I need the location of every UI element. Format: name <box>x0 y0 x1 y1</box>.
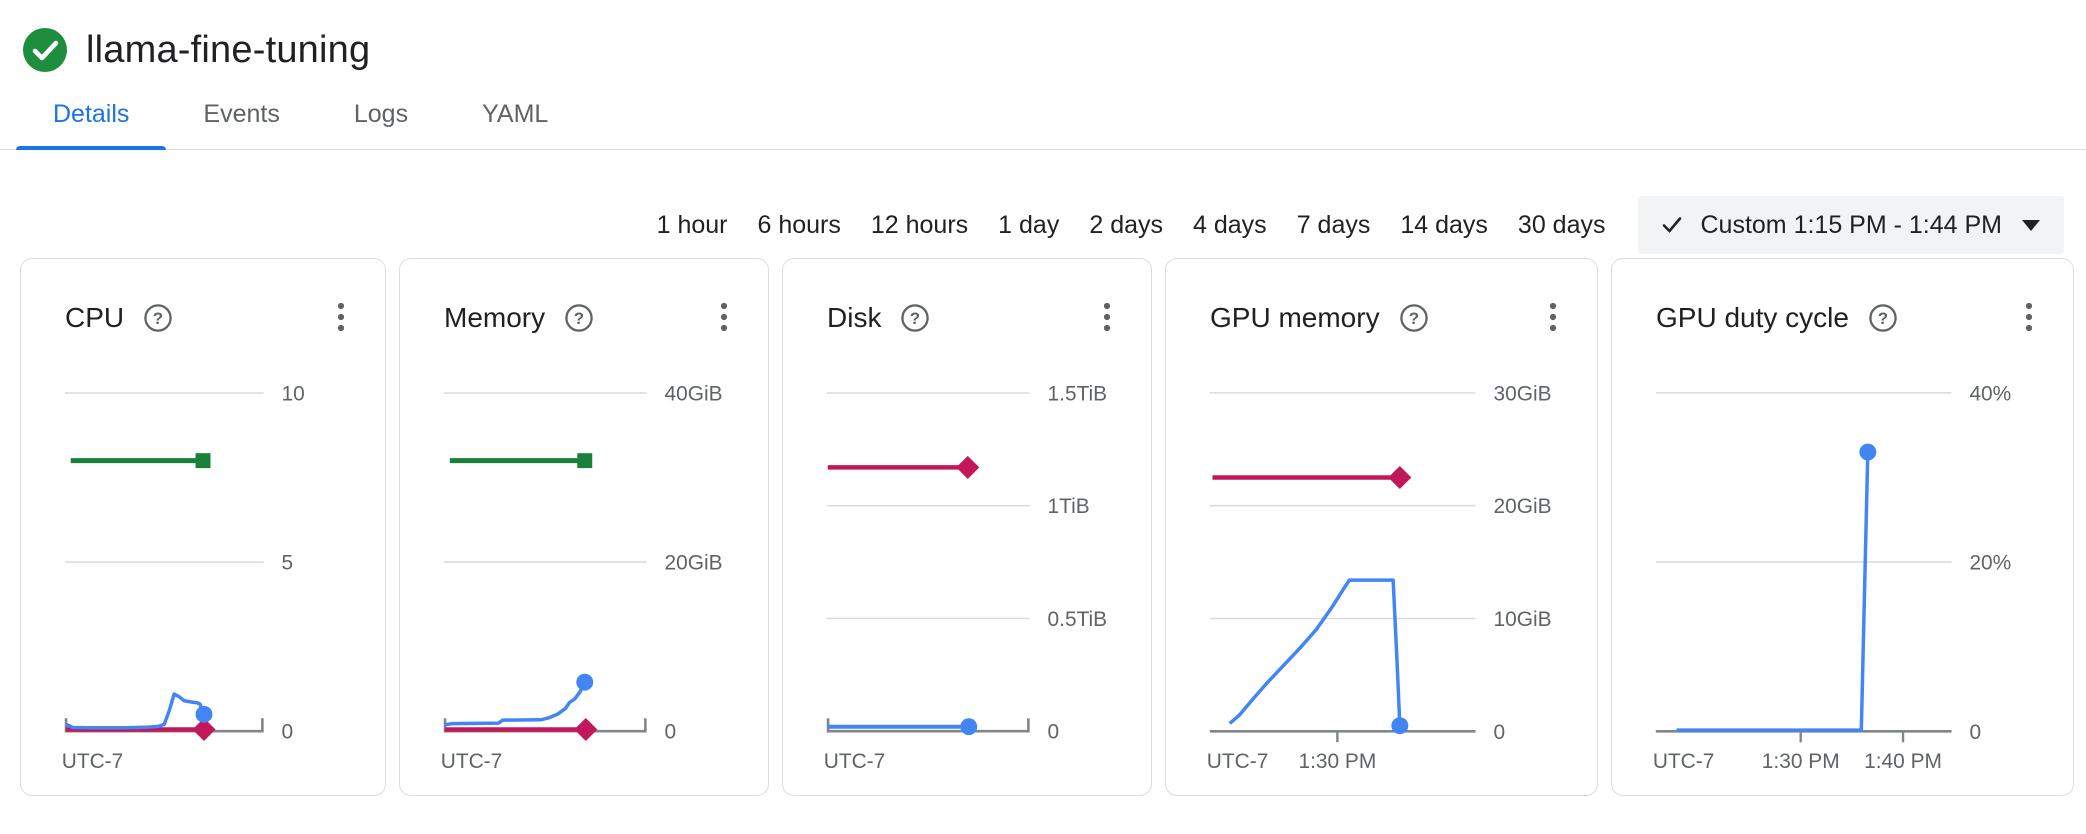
page-title: llama-fine-tuning <box>86 28 371 71</box>
metric-card-memory: Memory? 40GiB 20GiB 0 UTC-7 <box>399 258 769 796</box>
svg-text:?: ? <box>153 309 163 328</box>
time-option-1-hour[interactable]: 1 hour <box>656 211 728 239</box>
y-tick-label: 40GiB <box>665 382 723 405</box>
time-option-2-days[interactable]: 2 days <box>1089 211 1164 239</box>
metric-card-cpu: CPU? 10 5 0 UTC-7 <box>20 258 386 796</box>
x-tick-label: 1:40 PM <box>1864 750 1942 773</box>
memory-chart-plot[interactable]: 40GiB 20GiB 0 UTC-7 <box>400 377 768 787</box>
status-ok-icon <box>23 28 67 72</box>
time-option-1-day[interactable]: 1 day <box>998 211 1060 239</box>
y-tick-label: 0 <box>665 721 677 744</box>
time-range-bar: 1 hour 6 hours 12 hours 1 day 2 days 4 days 7 … <box>0 196 2086 254</box>
help-icon[interactable]: ? <box>563 302 595 334</box>
memory-card-title: Memory <box>444 302 546 333</box>
dropdown-arrow-icon <box>2022 219 2040 231</box>
time-option-4-days[interactable]: 4 days <box>1193 211 1267 239</box>
y-tick-label: 0 <box>1969 721 1981 744</box>
y-tick-label: 0.5TiB <box>1048 608 1108 631</box>
tab-events[interactable]: Events <box>203 100 280 128</box>
time-option-14-days[interactable]: 14 days <box>1400 211 1488 239</box>
blue-series-marker <box>576 673 594 691</box>
blue-series-marker <box>1859 443 1877 461</box>
time-option-12-hours[interactable]: 12 hours <box>870 211 969 239</box>
gpu-duty-cycle-card-header: GPU duty cycle? <box>1656 299 2039 337</box>
cpu-chart-plot[interactable]: 10 5 0 UTC-7 <box>21 377 385 787</box>
time-option-30-days[interactable]: 30 days <box>1517 211 1606 239</box>
svg-text:?: ? <box>1408 309 1418 328</box>
y-tick-label: 30GiB <box>1493 382 1551 405</box>
page-header: llama-fine-tuning <box>0 0 2086 76</box>
more-options-icon[interactable] <box>331 299 351 337</box>
y-tick-label: 0 <box>282 721 294 744</box>
blue-series-line <box>1676 452 1870 732</box>
time-option-6-hours[interactable]: 6 hours <box>757 211 841 239</box>
help-icon[interactable]: ? <box>899 302 931 334</box>
blue-series-line <box>444 681 587 727</box>
utc-label: UTC-7 <box>441 750 502 773</box>
y-tick-label: 40% <box>1969 382 2011 405</box>
y-tick-label: 10 <box>282 382 305 405</box>
gpu-duty-cycle-card-title: GPU duty cycle <box>1656 302 1849 333</box>
cpu-card-header: CPU? <box>65 299 351 337</box>
metric-card-gpu-duty-cycle: GPU duty cycle? 40% 20% 0 1:30 PM 1:40 PM UTC-… <box>1611 258 2074 796</box>
disk-card-title: Disk <box>827 302 882 333</box>
gpu-memory-card-title: GPU memory <box>1210 302 1380 333</box>
charts-row: CPU? 10 5 0 UTC-7 Memory? 40GiB 20GiB 0 UTC-7 Disk… <box>0 254 2086 796</box>
time-option-7-days[interactable]: 7 days <box>1296 211 1371 239</box>
disk-chart-plot[interactable]: 1.5TiB 1TiB 0.5TiB 0 UTC-7 <box>783 377 1151 787</box>
blue-series-marker <box>960 718 978 736</box>
help-icon[interactable]: ? <box>1867 302 1899 334</box>
x-tick-label: 1:30 PM <box>1298 750 1376 773</box>
y-tick-label: 5 <box>282 552 294 575</box>
help-icon[interactable]: ? <box>1398 302 1430 334</box>
more-options-icon[interactable] <box>1543 299 1563 337</box>
x-tick-label: 1:30 PM <box>1762 750 1840 773</box>
time-range-options: 1 hour 6 hours 12 hours 1 day 2 days 4 days 7 … <box>642 196 1621 254</box>
memory-card-header: Memory? <box>444 299 734 337</box>
gpu-memory-chart-plot[interactable]: 30GiB 20GiB 10GiB 0 1:30 PM UTC-7 <box>1166 377 1597 787</box>
help-icon[interactable]: ? <box>142 302 174 334</box>
y-tick-label: 1TiB <box>1048 495 1090 518</box>
blue-series-marker <box>195 705 213 723</box>
blue-series-line <box>1228 578 1402 726</box>
svg-text:?: ? <box>574 309 584 328</box>
y-tick-label: 1.5TiB <box>1048 382 1108 405</box>
tab-logs[interactable]: Logs <box>353 100 409 128</box>
svg-text:?: ? <box>910 309 920 328</box>
custom-range-label: Custom 1:15 PM - 1:44 PM <box>1700 210 2002 239</box>
utc-label: UTC-7 <box>1653 750 1715 773</box>
disk-card-header: Disk? <box>827 299 1117 337</box>
gpu-duty-cycle-chart-plot[interactable]: 40% 20% 0 1:30 PM 1:40 PM UTC-7 <box>1612 377 2073 787</box>
pink-series-marker <box>574 717 598 742</box>
y-tick-label: 20GiB <box>665 552 723 575</box>
utc-label: UTC-7 <box>1207 750 1269 773</box>
utc-label: UTC-7 <box>824 750 885 773</box>
pink-series-marker <box>956 455 980 479</box>
pink-series-marker <box>1388 465 1412 490</box>
y-tick-label: 20% <box>1969 552 2011 575</box>
metric-card-gpu-memory: GPU memory? 30GiB 20GiB 10GiB 0 1:30 PM UTC-7 <box>1165 258 1598 796</box>
green-series-marker <box>195 453 211 469</box>
tab-details[interactable]: Details <box>16 82 167 150</box>
custom-time-range-button[interactable]: Custom 1:15 PM - 1:44 PM <box>1638 196 2064 254</box>
utc-label: UTC-7 <box>62 750 123 773</box>
more-options-icon[interactable] <box>714 299 734 337</box>
cpu-card-title: CPU <box>65 302 125 333</box>
gpu-memory-card-header: GPU memory? <box>1210 299 1563 337</box>
green-series-marker <box>577 453 593 469</box>
more-options-icon[interactable] <box>2019 299 2039 337</box>
metric-card-disk: Disk? 1.5TiB 1TiB 0.5TiB 0 UTC-7 <box>782 258 1152 796</box>
y-tick-label: 0 <box>1493 721 1505 744</box>
y-tick-label: 0 <box>1048 721 1060 744</box>
blue-series-line <box>65 692 206 730</box>
svg-text:?: ? <box>1878 309 1888 328</box>
check-icon <box>1663 217 1682 233</box>
blue-series-marker <box>1391 717 1409 735</box>
tab-yaml[interactable]: YAML <box>482 100 549 128</box>
more-options-icon[interactable] <box>1097 299 1117 337</box>
y-tick-label: 20GiB <box>1493 495 1551 518</box>
y-tick-label: 10GiB <box>1493 608 1551 631</box>
tabs: Details Events Logs YAML <box>0 82 2086 150</box>
